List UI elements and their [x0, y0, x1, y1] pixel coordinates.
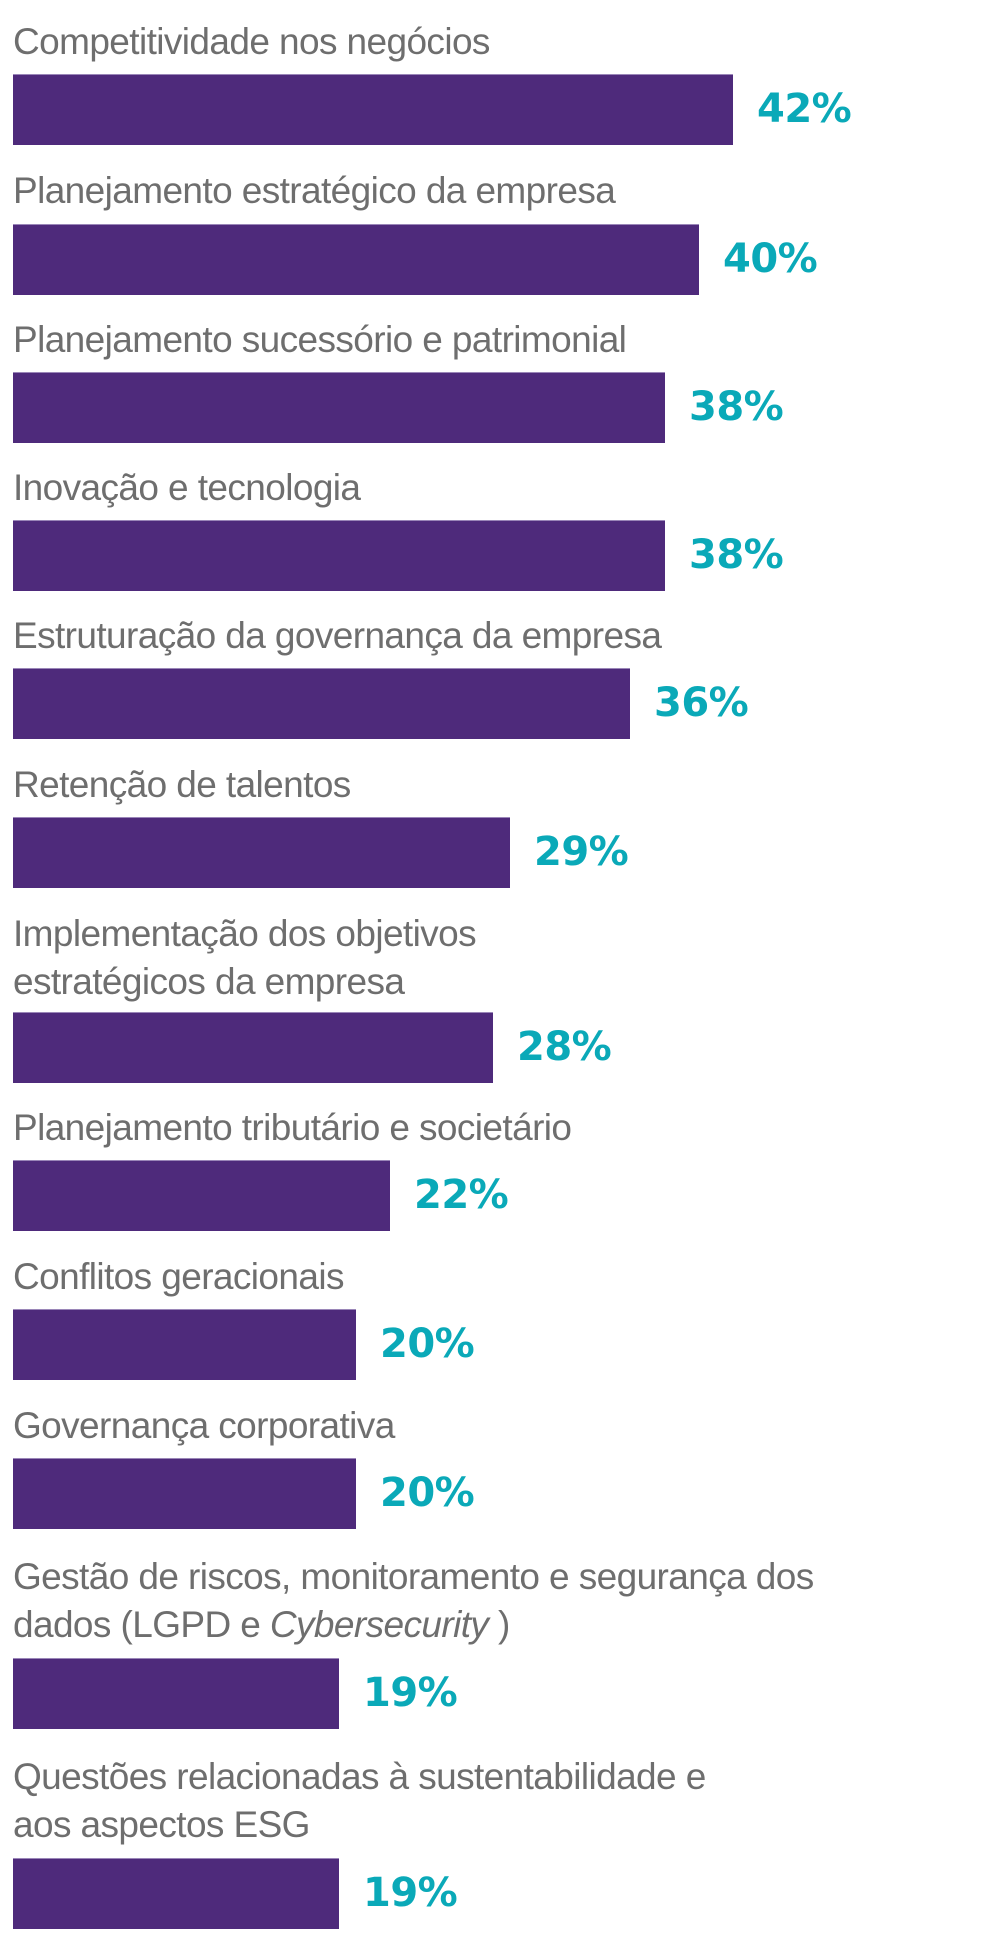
value-label: 19%	[363, 1670, 458, 1716]
bar	[13, 1012, 493, 1083]
bar	[13, 817, 510, 888]
category-label: Questões relacionadas à sustentabilidade…	[13, 1753, 706, 1849]
category-label: Estruturação da governança da empresa	[13, 615, 662, 656]
chart-row: Estruturação da governança da empresa 36…	[13, 612, 993, 742]
label-italic-text: Cybersecurity	[269, 1604, 489, 1645]
value-label: 20%	[380, 1321, 475, 1367]
value-label: 29%	[534, 829, 629, 875]
chart-row: Planejamento tributário e societário 22%	[13, 1104, 993, 1234]
value-label: 38%	[689, 532, 784, 578]
chart-row: Competitividade nos negócios 42%	[13, 18, 993, 148]
chart-row: Retenção de talentos 29%	[13, 761, 993, 891]
bar	[13, 372, 665, 443]
category-label: Competitividade nos negócios	[13, 21, 490, 62]
chart-row: Implementação dos objetivos estratégicos…	[13, 910, 993, 1085]
value-label: 36%	[654, 680, 749, 726]
chart-row: Questões relacionadas à sustentabilidade…	[13, 1753, 993, 1933]
category-label-line1: Questões relacionadas à sustentabilidade…	[13, 1756, 706, 1797]
category-label: Conflitos geracionais	[13, 1256, 344, 1297]
value-label: 22%	[414, 1172, 509, 1218]
label-text: dados (LGPD e	[13, 1604, 270, 1645]
category-label: Gestão de riscos, monitoramento e segura…	[13, 1553, 814, 1649]
category-label: Planejamento tributário e societário	[13, 1107, 572, 1148]
bar	[13, 1160, 390, 1231]
category-label: Planejamento sucessório e patrimonial	[13, 319, 627, 360]
category-label: Implementação dos objetivos estratégicos…	[13, 910, 477, 1006]
category-label-line2: dados (LGPD e Cybersecurity )	[13, 1601, 814, 1649]
bar	[13, 1458, 356, 1529]
chart-row: Conflitos geracionais 20%	[13, 1253, 993, 1383]
value-label: 40%	[723, 236, 818, 282]
value-label: 38%	[689, 384, 784, 430]
bar	[13, 668, 630, 739]
category-label-line2: estratégicos da empresa	[13, 961, 405, 1002]
category-label-line1: Implementação dos objetivos	[13, 913, 477, 954]
bar	[13, 520, 665, 591]
value-label: 20%	[380, 1470, 475, 1516]
category-label: Retenção de talentos	[13, 764, 351, 805]
category-label-line1: Gestão de riscos, monitoramento e segura…	[13, 1556, 814, 1597]
category-label: Planejamento estratégico da empresa	[13, 170, 616, 211]
chart-row: Governança corporativa 20%	[13, 1402, 993, 1532]
chart-row: Gestão de riscos, monitoramento e segura…	[13, 1553, 993, 1733]
bar	[13, 1858, 339, 1929]
chart-row: Inovação e tecnologia 38%	[13, 464, 993, 594]
chart-row: Planejamento sucessório e patrimonial 38…	[13, 316, 993, 446]
bar	[13, 1309, 356, 1380]
bar	[13, 224, 699, 295]
chart-row: Planejamento estratégico da empresa 40%	[13, 167, 993, 297]
value-label: 28%	[517, 1024, 612, 1070]
category-label: Inovação e tecnologia	[13, 467, 361, 508]
bar	[13, 1658, 339, 1729]
value-label: 19%	[363, 1870, 458, 1916]
bar	[13, 74, 733, 145]
value-label: 42%	[757, 86, 852, 132]
label-text: )	[488, 1604, 510, 1645]
category-label-line2: aos aspectos ESG	[13, 1804, 310, 1845]
category-label: Governança corporativa	[13, 1405, 395, 1446]
